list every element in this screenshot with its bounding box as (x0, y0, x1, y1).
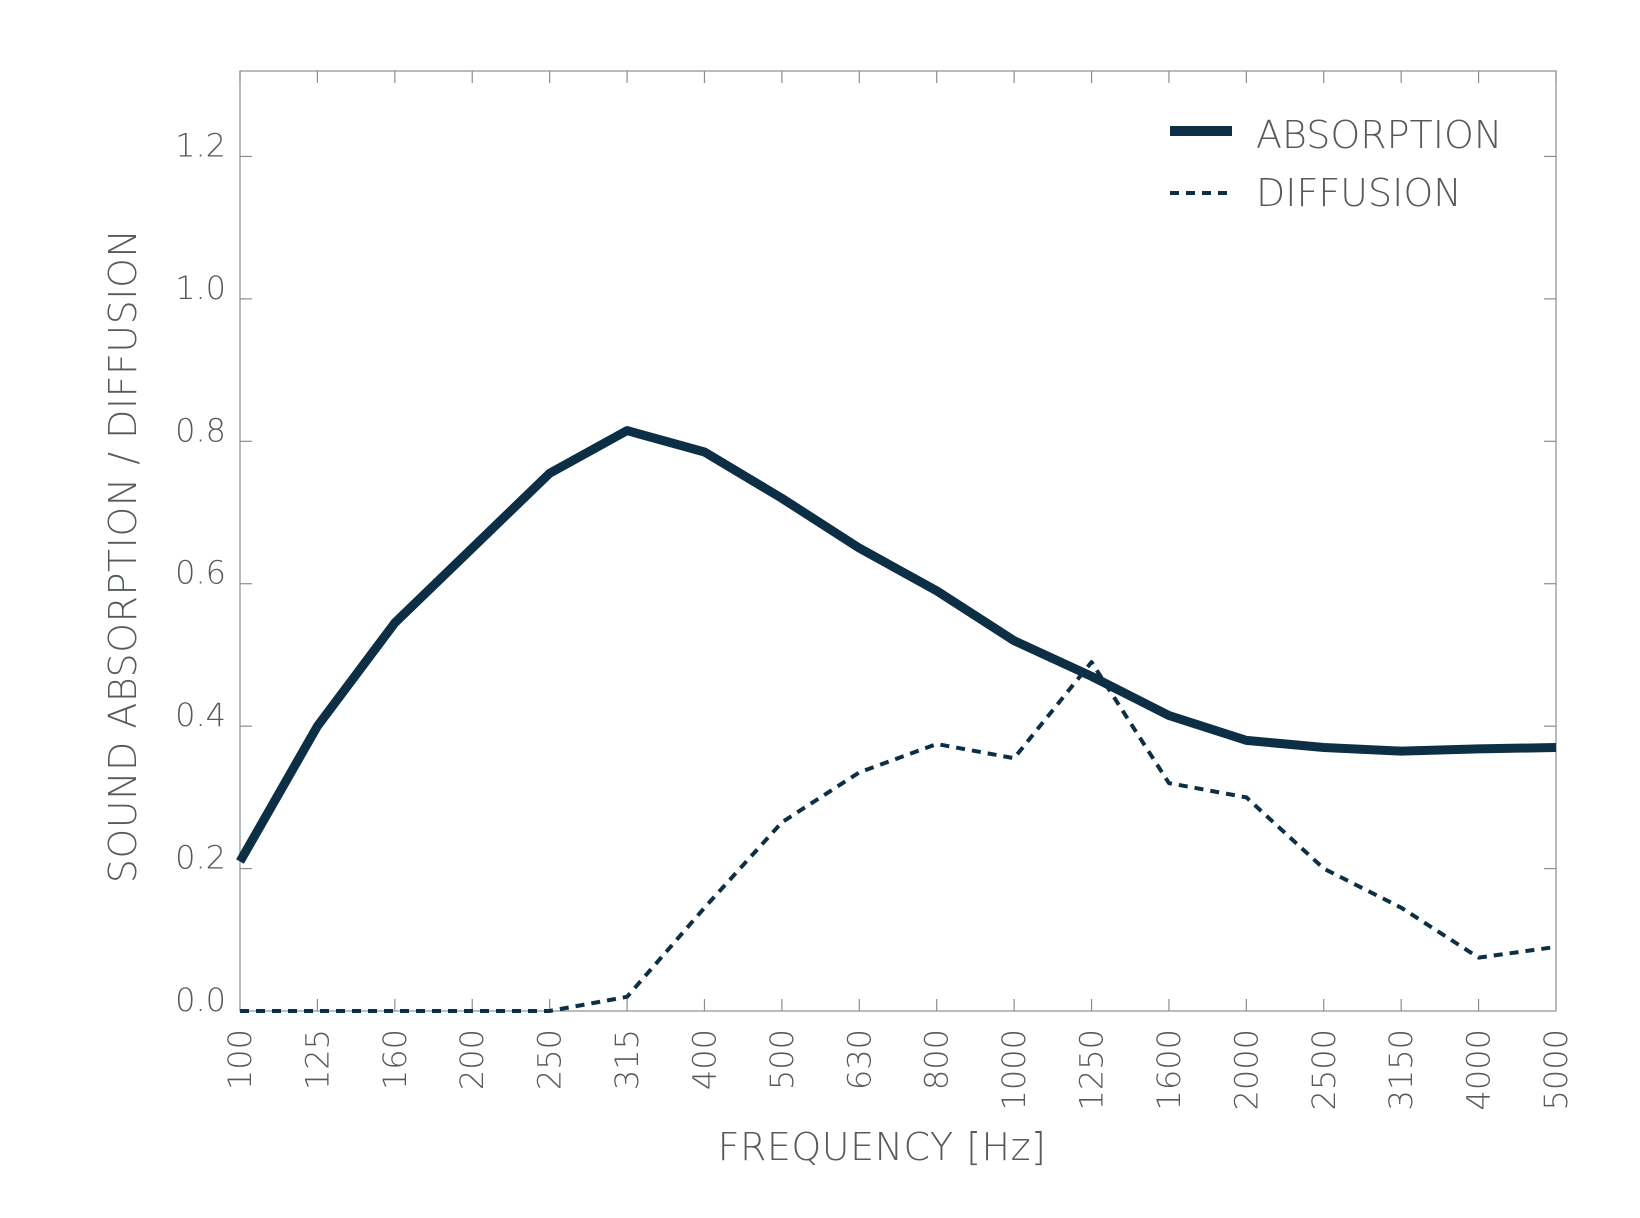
x-tick-label: 4000 (1460, 1029, 1498, 1110)
x-tick-label: 160 (376, 1029, 414, 1090)
ticks (239, 71, 1557, 1011)
legend-label-absorption: ABSORPTION (1256, 113, 1502, 157)
x-tick-label: 500 (763, 1029, 801, 1090)
series-line-absorption (236, 426, 1557, 864)
series-line-diffusion (240, 660, 1557, 1013)
x-axis-title: FREQUENCY [Hz] (718, 1125, 1047, 1169)
x-tick-label: 5000 (1537, 1029, 1575, 1110)
x-tick-label: 3150 (1382, 1029, 1420, 1110)
legend: ABSORPTION DIFFUSION (1170, 113, 1502, 215)
x-tick-label: 200 (453, 1029, 491, 1090)
legend-label-diffusion: DIFFUSION (1256, 171, 1462, 215)
y-tick-label: 0.0 (175, 981, 226, 1019)
x-tick-label: 630 (840, 1029, 878, 1090)
y-tick-label: 1.0 (175, 269, 226, 307)
series-layer (236, 426, 1557, 1013)
y-tick-label: 0.8 (175, 411, 226, 449)
plot-frame (239, 70, 1557, 1012)
x-tick-label: 400 (685, 1029, 723, 1090)
y-tick-label: 0.6 (175, 554, 226, 592)
x-tick-label: 1000 (995, 1029, 1033, 1110)
x-tick-label: 100 (221, 1029, 259, 1090)
x-tick-label: 800 (918, 1029, 956, 1090)
x-tick-label: 2000 (1227, 1029, 1265, 1110)
y-tick-label: 1.2 (175, 126, 226, 164)
y-tick-label: 0.2 (175, 839, 226, 877)
x-tick-label: 1600 (1150, 1029, 1188, 1110)
x-tick-label: 2500 (1305, 1029, 1343, 1110)
y-tick-label: 0.4 (175, 696, 226, 734)
y-axis-title: SOUND ABSORPTION / DIFFUSION (101, 229, 145, 884)
tick-labels: 100 125 160 200 250 315 400 500 630 800 1000 1250 16… (175, 126, 1575, 1110)
x-tick-label: 250 (531, 1029, 569, 1090)
x-tick-label: 125 (298, 1029, 336, 1090)
x-tick-label: 1250 (1073, 1029, 1111, 1110)
x-tick-label: 315 (608, 1029, 646, 1090)
